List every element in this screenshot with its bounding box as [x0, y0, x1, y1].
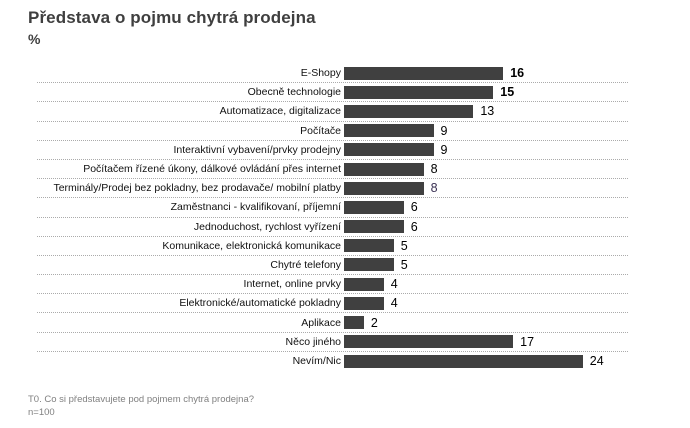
value-label: 4 — [390, 277, 398, 292]
bar-track: 6 — [341, 220, 628, 234]
bar-track: 4 — [341, 277, 628, 291]
bar — [344, 181, 424, 195]
bar — [344, 258, 394, 272]
bar — [344, 277, 384, 291]
bar-track: 9 — [341, 124, 628, 138]
value-label: 13 — [480, 104, 495, 119]
category-label: E-Shopy — [300, 67, 341, 80]
category-label: Interaktivní vybavení/prvky prodejny — [173, 143, 342, 156]
bar-row: Interaktivní vybavení/prvky prodejny 9 — [37, 141, 628, 160]
bar-track: 8 — [341, 162, 628, 176]
category-label: Chytré telefony — [270, 258, 341, 271]
category-label: Něco jiného — [285, 335, 341, 348]
bar-track: 5 — [341, 258, 628, 272]
category-label: Komunikace, elektronická komunikace — [162, 239, 341, 252]
bar-row: Zaměstnanci - kvalifikovaní, příjemní 6 — [37, 198, 628, 218]
bar — [344, 220, 404, 234]
value-label: 6 — [410, 200, 418, 215]
value-label: 5 — [400, 257, 408, 272]
bar-track: 6 — [341, 200, 628, 214]
bar-row: Komunikace, elektronická komunikace 5 — [37, 237, 628, 256]
bar — [344, 200, 404, 214]
bar-track: 5 — [341, 239, 628, 253]
category-label: Internet, online prvky — [243, 278, 341, 291]
value-label: 8 — [430, 181, 438, 196]
bar — [344, 85, 494, 99]
value-label: 16 — [510, 66, 525, 81]
value-label: 9 — [440, 123, 448, 138]
value-label: 6 — [410, 219, 418, 234]
category-label: Počítače — [300, 124, 341, 137]
footnote-question: T0. Co si představujete pod pojmem chytr… — [28, 394, 255, 405]
bar — [344, 162, 424, 176]
bar-row: Automatizace, digitalizace 13 — [37, 102, 628, 122]
bar-track: 9 — [341, 143, 628, 157]
chart-title: Představa o pojmu chytrá prodejna — [28, 8, 316, 27]
bar-row: Elektronické/automatické pokladny 4 — [37, 294, 628, 314]
bar — [344, 104, 474, 118]
bar — [344, 354, 583, 368]
category-label: Elektronické/automatické pokladny — [179, 297, 341, 310]
bar — [344, 316, 364, 330]
bar-track: 16 — [341, 66, 628, 80]
value-label: 4 — [390, 296, 398, 311]
category-label: Obecně technologie — [247, 86, 341, 99]
value-label: 24 — [589, 354, 604, 369]
bar-track: 8 — [341, 181, 628, 195]
category-label: Terminály/Prodej bez pokladny, bez proda… — [53, 182, 341, 195]
bar — [344, 239, 394, 253]
bar — [344, 66, 504, 80]
chart-footnote: T0. Co si představujete pod pojmem chytr… — [28, 393, 254, 419]
value-label: 8 — [430, 162, 438, 177]
bar-row: Chytré telefony 5 — [37, 256, 628, 276]
bar-row: Aplikace 2 — [37, 313, 628, 333]
category-label: Nevím/Nic — [292, 355, 341, 368]
value-label: 17 — [520, 334, 535, 349]
bar — [344, 143, 434, 157]
bar-track: 17 — [341, 335, 628, 349]
bar-row: Obecně technologie 15 — [37, 83, 628, 103]
category-label: Zaměstnanci - kvalifikovaní, příjemní — [170, 201, 341, 214]
bar-track: 15 — [341, 85, 628, 99]
bar-row: Terminály/Prodej bez pokladny, bez proda… — [37, 179, 628, 199]
category-label: Jednoduchost, rychlost vyřízení — [193, 220, 341, 233]
category-label: Aplikace — [301, 316, 341, 329]
category-label: Automatizace, digitalizace — [219, 105, 341, 118]
bar-track: 4 — [341, 296, 628, 310]
bar-row: E-Shopy 16 — [37, 64, 628, 84]
bar-row: Jednoduchost, rychlost vyřízení 6 — [37, 218, 628, 237]
chart-subtitle: % — [28, 31, 41, 47]
bar — [344, 296, 384, 310]
bar-row: Počítačem řízené úkony, dálkové ovládání… — [37, 160, 628, 180]
bar-row: Internet, online prvky 4 — [37, 275, 628, 295]
bar — [344, 124, 434, 138]
value-label: 15 — [500, 85, 515, 100]
bar-row: Něco jiného 17 — [37, 333, 628, 352]
footnote-sample-size: n=100 — [28, 407, 55, 418]
bar-chart: E-Shopy 16 Obecně technologie 15 Automatizac… — [37, 64, 628, 371]
value-label: 2 — [370, 315, 378, 330]
bar-track: 24 — [341, 354, 628, 368]
bar-row: Nevím/Nic 24 — [37, 352, 628, 371]
value-label: 5 — [400, 238, 408, 253]
bar-row: Počítače 9 — [37, 122, 628, 141]
category-label: Počítačem řízené úkony, dálkové ovládání… — [83, 163, 341, 176]
bar — [344, 335, 514, 349]
bar-track: 2 — [341, 316, 628, 330]
bar-track: 13 — [341, 104, 628, 118]
value-label: 9 — [440, 142, 448, 157]
